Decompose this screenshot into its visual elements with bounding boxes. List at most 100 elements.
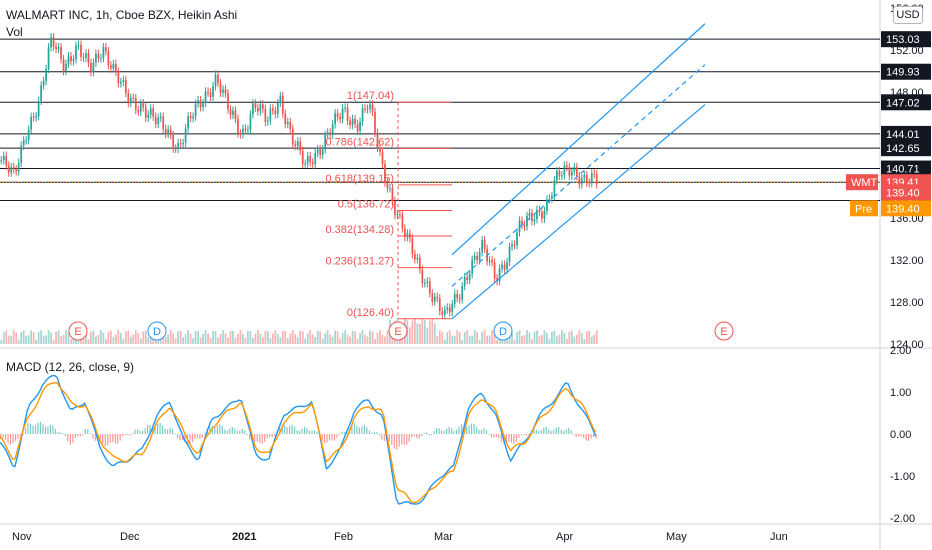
candle-body <box>261 104 264 109</box>
candle-body <box>421 269 424 284</box>
volume-bar <box>593 334 596 344</box>
symbol-tag-label: WMT <box>851 177 878 189</box>
macd-histogram-bar <box>22 433 24 435</box>
volume-bar <box>134 330 137 344</box>
candle-body <box>468 274 471 280</box>
candle-body <box>456 293 459 299</box>
macd-histogram-bar <box>189 434 191 445</box>
macd-histogram-bar <box>421 434 423 436</box>
macd-histogram-bar <box>204 433 206 435</box>
candle-body <box>401 214 404 229</box>
volume-bar <box>538 336 541 344</box>
macd-label: MACD (12, 26, close, 9) <box>6 360 135 374</box>
macd-histogram-bar <box>274 434 276 437</box>
volume-bar <box>590 336 593 344</box>
macd-histogram-bar <box>455 429 458 434</box>
candle-body <box>294 144 297 146</box>
volume-bar <box>117 330 120 344</box>
candle-body <box>222 89 224 93</box>
macd-histogram-bar <box>366 427 368 434</box>
macd-histogram-bar <box>266 434 268 439</box>
macd-histogram-bar <box>147 425 149 434</box>
macd-histogram-bar <box>500 434 503 442</box>
macd-histogram-bar <box>199 434 201 439</box>
macd-histogram-bar <box>391 434 393 445</box>
macd-histogram-bar <box>32 425 34 434</box>
candle-body <box>306 155 309 164</box>
macd-histogram-bar <box>470 423 473 434</box>
macd-histogram-bar <box>102 434 104 444</box>
macd-histogram-bar <box>296 429 298 434</box>
candle-body <box>516 232 518 246</box>
macd-histogram-bar <box>74 434 76 438</box>
volume-bar <box>553 330 556 344</box>
volume-bar <box>531 339 533 344</box>
volume-bar <box>212 331 214 344</box>
candle-body <box>506 261 508 270</box>
volume-bar <box>127 330 130 344</box>
macd-histogram-bar <box>24 427 27 434</box>
macd-histogram-bar <box>381 434 383 440</box>
volume-bar <box>291 330 294 344</box>
macd-histogram-bar <box>47 426 49 434</box>
close-price-label: 139.40 <box>886 187 920 199</box>
volume-bar <box>356 338 359 344</box>
candle-body <box>483 239 486 249</box>
macd-histogram-bar <box>328 434 331 441</box>
candle-body <box>192 116 194 119</box>
macd-histogram-bar <box>19 434 22 438</box>
macd-histogram-bar <box>39 421 42 434</box>
macd-histogram-bar <box>159 423 161 434</box>
dividend-marker <box>493 321 513 341</box>
candle-body <box>249 114 252 130</box>
macd-histogram-bar <box>291 424 293 434</box>
macd-histogram-bar <box>343 432 346 434</box>
candle-body <box>394 200 396 216</box>
candle-body <box>124 79 127 93</box>
volume-bar <box>354 331 356 344</box>
fib-level-label: 1(147.04) <box>347 90 394 102</box>
macd-histogram-bar <box>593 434 595 437</box>
candle-body <box>521 220 523 225</box>
volume-bar <box>281 330 284 344</box>
price-tick-label: 152.00 <box>890 45 924 57</box>
level-tag-label: 140.71 <box>886 164 920 176</box>
candle-body <box>346 107 349 121</box>
candle-body <box>511 244 513 247</box>
volume-bar <box>311 334 314 344</box>
candle-body <box>433 296 436 302</box>
volume-bar <box>202 334 204 344</box>
macd-histogram-bar <box>77 434 79 437</box>
volume-bar <box>252 337 254 344</box>
candle-body <box>404 228 406 238</box>
volume-bar <box>371 331 374 344</box>
volume-bar <box>247 330 249 344</box>
macd-histogram-bar <box>286 426 288 434</box>
candle-body <box>498 268 501 282</box>
volume-bar <box>107 331 110 344</box>
volume-bar <box>219 333 222 344</box>
candle-body <box>311 162 314 165</box>
candle-body <box>129 97 132 104</box>
volume-bar <box>239 330 242 344</box>
volume-bar <box>269 338 272 344</box>
volume-bar <box>122 338 125 344</box>
macd-histogram-bar <box>27 423 29 434</box>
candle-body <box>110 65 112 69</box>
volume-bar <box>299 330 302 344</box>
candle-body <box>119 81 122 84</box>
level-tag-label: 144.01 <box>886 129 920 141</box>
currency-button[interactable]: USD <box>893 6 923 24</box>
symbol-tag <box>846 174 878 191</box>
candle-body <box>164 128 167 134</box>
macd-histogram-bar <box>373 432 375 434</box>
macd-histogram-bar <box>525 434 527 436</box>
candle-body <box>344 107 346 109</box>
macd-histogram-bar <box>219 424 221 434</box>
candle-body <box>271 108 274 111</box>
level-tag-label: 149.93 <box>886 67 920 79</box>
volume-bar <box>149 334 152 344</box>
candle-body <box>324 134 327 150</box>
volume-bar <box>488 335 491 344</box>
